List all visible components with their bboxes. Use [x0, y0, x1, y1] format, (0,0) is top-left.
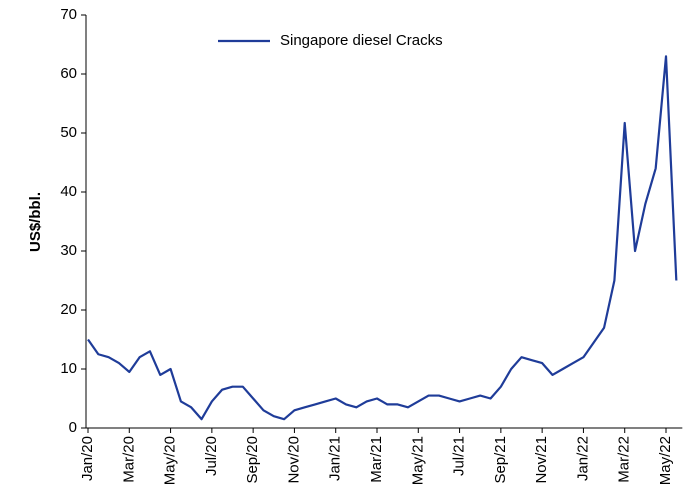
line	[87, 55, 678, 421]
x-tick-label: Jan/20	[79, 436, 96, 481]
x-tick-label: Jan/21	[327, 436, 344, 481]
y-tick-label: 60	[60, 65, 77, 82]
y-tick-label: 40	[60, 183, 77, 200]
y-tick-label: 70	[60, 6, 77, 23]
x-tick-label: Mar/21	[368, 436, 385, 483]
y-tick-label: 20	[60, 301, 77, 318]
x-tick-label: Sep/20	[244, 436, 261, 484]
y-tick-label: 0	[69, 419, 77, 436]
x-tick-label: Mar/20	[120, 436, 137, 483]
x-tick-label: Mar/22	[616, 436, 633, 483]
x-tick-label: Nov/21	[533, 436, 550, 484]
legend-label: Singapore diesel Cracks	[280, 32, 443, 49]
x-tick-label: May/22	[657, 436, 674, 485]
x-tick-label: May/20	[162, 436, 179, 485]
x-tick-label: Jul/21	[451, 436, 468, 476]
x-tick-label: May/21	[409, 436, 426, 485]
x-tick-label: Jan/22	[574, 436, 591, 481]
x-tick-label: Jul/20	[203, 436, 220, 476]
x-tick-label: Nov/20	[285, 436, 302, 484]
y-tick-label: 30	[60, 242, 77, 259]
y-tick-label: 10	[60, 360, 77, 377]
x-tick-label: Sep/21	[492, 436, 509, 484]
y-axis-label: US$/bbl.	[27, 192, 44, 252]
y-tick-label: 50	[60, 124, 77, 141]
